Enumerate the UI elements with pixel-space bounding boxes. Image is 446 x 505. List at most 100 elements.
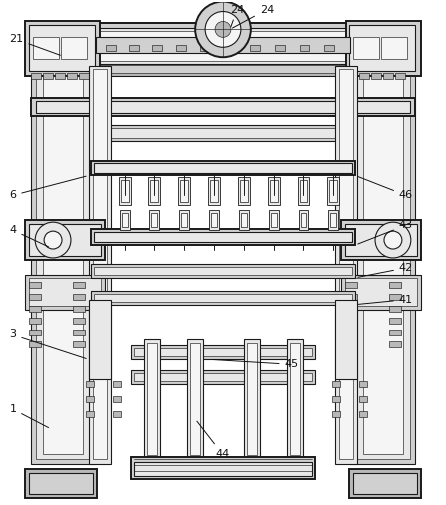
Bar bbox=[29, 25, 95, 71]
Bar bbox=[345, 318, 357, 324]
Text: 41: 41 bbox=[358, 295, 413, 305]
Bar bbox=[346, 21, 421, 76]
Bar bbox=[29, 282, 41, 288]
Bar bbox=[181, 213, 187, 227]
Circle shape bbox=[375, 222, 411, 258]
Bar bbox=[93, 69, 107, 459]
Bar bbox=[131, 345, 315, 360]
Bar bbox=[131, 457, 315, 479]
Bar bbox=[25, 275, 105, 310]
Bar bbox=[149, 210, 159, 230]
Bar bbox=[31, 73, 41, 79]
Bar bbox=[89, 66, 111, 464]
Bar bbox=[332, 411, 340, 417]
Bar bbox=[29, 278, 101, 306]
Bar bbox=[152, 213, 157, 227]
Bar bbox=[335, 299, 357, 379]
Bar bbox=[91, 161, 355, 175]
Bar bbox=[350, 26, 415, 464]
Bar bbox=[143, 456, 162, 464]
Bar bbox=[345, 278, 417, 306]
Bar bbox=[25, 21, 100, 76]
Bar bbox=[298, 210, 309, 230]
Bar bbox=[349, 469, 421, 498]
Bar bbox=[29, 224, 101, 256]
Circle shape bbox=[215, 21, 231, 37]
Text: 6: 6 bbox=[9, 176, 86, 200]
Circle shape bbox=[35, 222, 71, 258]
Bar bbox=[119, 177, 131, 206]
Bar bbox=[122, 213, 128, 227]
Bar bbox=[389, 294, 401, 299]
Bar bbox=[176, 45, 186, 52]
Bar bbox=[29, 318, 41, 324]
Bar bbox=[96, 64, 350, 76]
Bar bbox=[178, 177, 190, 206]
Bar bbox=[268, 210, 279, 230]
Bar bbox=[94, 232, 352, 242]
Bar bbox=[31, 23, 415, 71]
Bar bbox=[67, 73, 77, 79]
Bar bbox=[389, 282, 401, 288]
Circle shape bbox=[205, 12, 241, 47]
Bar bbox=[133, 462, 313, 476]
Circle shape bbox=[195, 2, 251, 57]
Bar bbox=[359, 73, 369, 79]
Bar bbox=[270, 180, 278, 203]
Bar bbox=[91, 264, 355, 278]
Text: 24: 24 bbox=[230, 5, 244, 27]
Bar bbox=[345, 341, 357, 347]
Bar bbox=[271, 213, 277, 227]
Bar bbox=[209, 210, 219, 230]
Bar bbox=[106, 45, 116, 52]
Bar bbox=[324, 45, 334, 52]
Bar bbox=[389, 341, 401, 347]
Bar bbox=[330, 213, 336, 227]
Text: 42: 42 bbox=[358, 263, 413, 277]
Bar bbox=[389, 306, 401, 312]
Bar bbox=[287, 339, 302, 459]
Bar bbox=[113, 411, 120, 417]
Bar bbox=[244, 339, 260, 459]
Bar bbox=[187, 339, 203, 459]
Text: 4: 4 bbox=[9, 225, 49, 247]
Bar bbox=[389, 318, 401, 324]
Bar bbox=[153, 45, 162, 52]
Bar bbox=[94, 267, 352, 275]
Bar bbox=[86, 396, 94, 402]
Bar bbox=[43, 73, 53, 79]
Bar bbox=[241, 213, 247, 227]
Bar bbox=[285, 456, 305, 464]
Bar bbox=[300, 180, 307, 203]
Bar bbox=[395, 73, 405, 79]
Bar bbox=[275, 45, 285, 52]
Bar bbox=[148, 343, 157, 454]
Bar bbox=[341, 275, 421, 310]
Bar bbox=[31, 98, 415, 116]
Bar bbox=[239, 210, 249, 230]
Bar bbox=[99, 65, 347, 73]
Bar bbox=[389, 330, 401, 335]
Bar bbox=[345, 330, 357, 335]
Text: 44: 44 bbox=[197, 421, 229, 459]
Bar bbox=[200, 45, 210, 52]
Bar bbox=[41, 31, 405, 61]
Bar bbox=[96, 37, 350, 53]
Bar bbox=[86, 381, 94, 387]
Bar bbox=[128, 45, 139, 52]
Bar bbox=[247, 343, 257, 454]
Circle shape bbox=[384, 231, 402, 249]
Bar bbox=[301, 213, 306, 227]
Bar bbox=[349, 25, 415, 71]
Bar bbox=[29, 294, 41, 299]
Bar bbox=[268, 177, 280, 206]
Bar bbox=[242, 456, 262, 464]
Bar bbox=[289, 343, 300, 454]
Bar bbox=[359, 396, 367, 402]
Bar bbox=[149, 177, 161, 206]
Bar bbox=[36, 28, 410, 66]
Bar bbox=[33, 37, 59, 59]
Bar bbox=[73, 341, 85, 347]
Bar bbox=[91, 291, 355, 305]
Bar bbox=[345, 306, 357, 312]
